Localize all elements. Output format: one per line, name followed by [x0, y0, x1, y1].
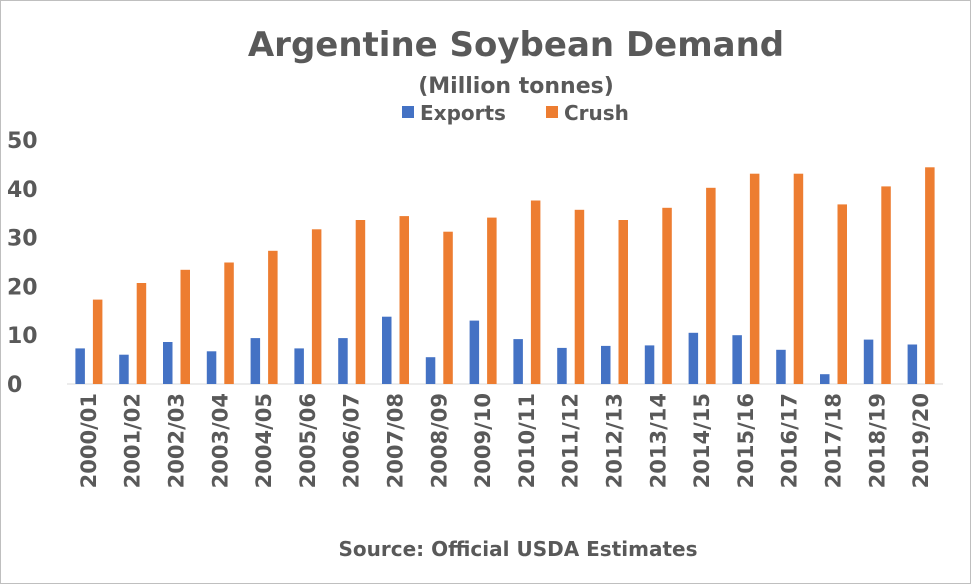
chart-source: Source: Official USDA Estimates	[339, 537, 698, 561]
x-tick-label: 2010/11	[515, 393, 539, 488]
bar-exports-17	[820, 374, 830, 384]
bars	[75, 167, 935, 384]
bar-exports-10	[513, 339, 523, 384]
bar-exports-6	[338, 338, 348, 384]
bar-crush-9	[487, 217, 497, 384]
x-tick-label: 2015/16	[734, 393, 758, 488]
legend: Exports Crush	[402, 101, 629, 125]
bar-exports-1	[119, 354, 129, 384]
legend-exports-label: Exports	[420, 101, 506, 125]
x-tick-label: 2019/20	[909, 393, 933, 488]
bar-exports-18	[863, 339, 874, 384]
x-tick-label: 2016/17	[778, 393, 802, 488]
x-tick-label: 2017/18	[822, 393, 846, 488]
x-tick-label: 2008/09	[427, 393, 451, 488]
bar-exports-2	[163, 342, 173, 384]
bar-crush-13	[662, 207, 672, 384]
bar-crush-4	[268, 250, 278, 384]
bar-crush-14	[706, 187, 716, 384]
x-tick-label: 2003/04	[208, 393, 232, 488]
bar-crush-7	[399, 216, 409, 384]
bar-exports-15	[732, 335, 742, 384]
legend-crush-swatch	[546, 106, 558, 118]
x-axis: 2000/01 2001/02 2002/03 2003/04 2004/05 2005/…	[77, 393, 933, 488]
x-tick-label: 2007/08	[384, 393, 408, 488]
legend-exports-swatch	[402, 106, 414, 118]
chart-title: Argentine Soybean Demand	[248, 25, 784, 65]
legend-crush-label: Crush	[564, 101, 629, 125]
y-tick-label: 10	[7, 324, 38, 349]
x-tick-label: 2004/05	[252, 393, 276, 488]
x-tick-label: 2005/06	[296, 393, 320, 488]
bar-crush-19	[925, 167, 935, 384]
x-tick-label: 2000/01	[77, 393, 101, 488]
x-tick-label: 2018/19	[865, 393, 889, 488]
bar-crush-12	[618, 220, 628, 384]
x-tick-label: 2009/10	[471, 393, 495, 488]
bar-crush-11	[574, 209, 585, 384]
bar-crush-15	[749, 173, 760, 384]
bar-crush-2	[180, 269, 190, 384]
bar-crush-5	[311, 229, 322, 384]
y-tick-label: 50	[7, 129, 38, 154]
y-tick-label: 20	[7, 275, 38, 300]
y-tick-label: 0	[7, 373, 22, 398]
bar-exports-16	[776, 349, 786, 384]
x-tick-label: 2006/07	[340, 393, 364, 488]
bar-exports-12	[601, 345, 611, 384]
x-tick-label: 2014/15	[690, 393, 714, 488]
y-tick-label: 40	[7, 178, 38, 203]
bar-crush-16	[793, 173, 804, 384]
x-tick-label: 2002/03	[165, 393, 189, 488]
bar-crush-1	[136, 283, 147, 384]
bar-crush-8	[443, 231, 453, 384]
bar-exports-4	[250, 338, 261, 384]
y-tick-label: 30	[7, 227, 38, 252]
bar-exports-14	[688, 332, 699, 384]
bar-exports-3	[206, 351, 217, 384]
bar-crush-0	[92, 299, 103, 384]
x-tick-label: 2013/14	[646, 393, 670, 488]
bar-exports-0	[75, 348, 85, 384]
bar-exports-8	[425, 357, 436, 384]
chart-subtitle: (Million tonnes)	[418, 74, 614, 99]
bar-exports-13	[644, 345, 655, 384]
bar-exports-9	[469, 320, 480, 384]
y-axis: 0 10 20 30 40 50	[7, 129, 38, 398]
bar-exports-19	[907, 344, 918, 384]
bar-crush-17	[837, 204, 847, 384]
bar-exports-11	[557, 347, 567, 384]
bar-crush-6	[355, 220, 366, 384]
bar-crush-3	[224, 262, 234, 384]
x-tick-label: 2011/12	[559, 393, 583, 488]
bar-exports-5	[294, 348, 304, 384]
bar-exports-7	[382, 316, 392, 384]
x-tick-label: 2012/13	[603, 393, 627, 488]
bar-crush-10	[530, 200, 541, 384]
x-tick-label: 2001/02	[121, 393, 145, 488]
bar-crush-18	[881, 186, 891, 384]
